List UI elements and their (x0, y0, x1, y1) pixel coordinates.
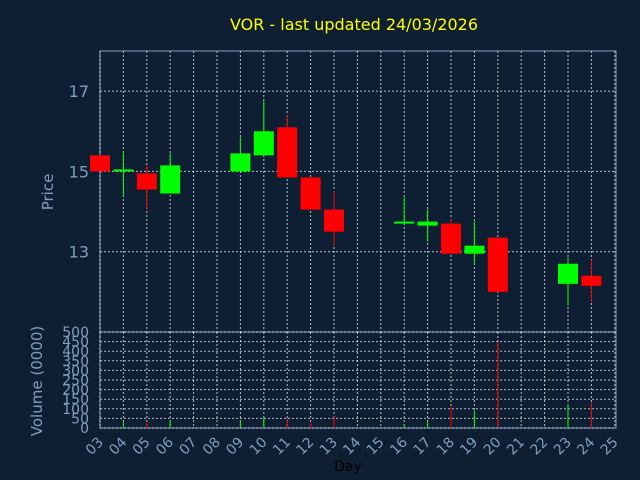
price-tick-label: 13 (69, 243, 89, 262)
price-tick-label: 17 (69, 82, 89, 101)
price-axis-ticks: 13 15 17 (69, 82, 89, 262)
candle-body (160, 165, 181, 194)
volume-bars-group (122, 341, 592, 428)
candle-body (136, 173, 157, 190)
volume-tick-label: 200 (62, 383, 89, 399)
candle-body (113, 169, 134, 172)
y-axis-label: Price (39, 174, 57, 211)
candle-body (230, 153, 251, 172)
candle-body (487, 237, 508, 292)
candle-body (581, 275, 602, 286)
candle-body (464, 245, 485, 254)
chart-title: VOR - last updated 24/03/2026 (230, 15, 478, 34)
volume-tick-label: 0 (80, 421, 89, 437)
candle-body (300, 177, 321, 210)
volume-tick-label: 50 (71, 411, 89, 427)
x-axis-label: Day (334, 459, 362, 475)
volume-tick-label: 300 (62, 363, 89, 379)
price-grid (99, 51, 616, 332)
candle-body (417, 221, 438, 226)
candles-group (90, 101, 602, 306)
volume-tick-label: 350 (62, 354, 89, 370)
price-tick-label: 15 (69, 162, 89, 181)
candle-body (253, 131, 274, 156)
candle-body (324, 209, 344, 232)
candle-body (558, 263, 578, 284)
candle-body (394, 221, 415, 224)
volume-tick-label: 250 (62, 373, 89, 389)
volume-tick-label: 450 (62, 335, 89, 351)
candle-body (90, 155, 110, 172)
candle-body (277, 127, 298, 178)
volume-axis-label: Volume (0000) (28, 326, 46, 436)
volume-tick-label: 400 (62, 344, 89, 360)
volume-tick-label: 150 (62, 392, 89, 408)
volume-grid (99, 331, 616, 429)
volume-tick-label: 100 (62, 402, 89, 418)
volume-tick-label: 500 (62, 325, 89, 341)
day-axis-ticks: 03 04 05 06 07 08 09 10 11 12 13 14 15 16 17 18 19 20 21 22… (83, 434, 622, 458)
candle-body (441, 223, 461, 254)
